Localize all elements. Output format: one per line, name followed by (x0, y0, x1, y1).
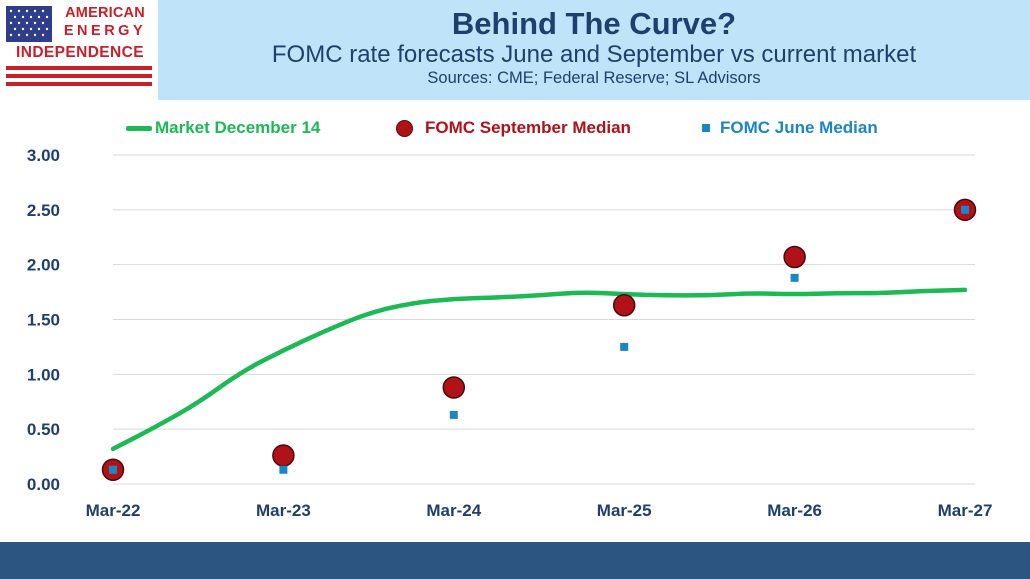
september-median-point (783, 245, 806, 269)
y-tick-label: 2.00 (27, 256, 60, 275)
footer-band (0, 542, 1030, 579)
legend-item-market: Market December 14 (126, 118, 320, 138)
grid-lines (113, 154, 975, 485)
y-tick-label: 1.00 (27, 365, 60, 384)
legend-label-june: FOMC June Median (720, 118, 878, 137)
legend-item-september: FOMC September Median (396, 118, 631, 138)
june-median-point (961, 205, 969, 214)
x-tick-label: Mar-23 (256, 501, 311, 520)
page-subtitle: FOMC rate forecasts June and September v… (271, 41, 917, 68)
legend-item-june: FOMC June Median (702, 118, 878, 138)
page-title: Behind The Curve? (451, 6, 737, 41)
logo-line-american: AMERICAN (65, 5, 145, 21)
legend-dot-swatch (396, 119, 413, 137)
logo-line-independence: INDEPENDENCE (16, 44, 144, 61)
logo: AMERICAN ENERGY INDEPENDENCE (0, 0, 158, 100)
header-banner: Behind The Curve? FOMC rate forecasts Ju… (158, 0, 1030, 100)
june-median-point (449, 410, 458, 419)
june-median-point (109, 465, 117, 474)
rate-chart: 0.000.501.001.502.002.503.00 Mar-22 Mar-2… (27, 146, 993, 520)
september-median-point (272, 444, 295, 467)
september-median-point (442, 376, 466, 399)
y-axis-ticks: 0.00 0.50 1.00 1.50 2.00 2.50 3.00 (27, 146, 60, 494)
x-tick-label: Mar-25 (597, 501, 652, 520)
x-tick-label: Mar-22 (86, 501, 141, 520)
legend-line-swatch (126, 125, 152, 131)
x-tick-label: Mar-27 (938, 501, 993, 520)
logo-text: AMERICAN ENERGY INDEPENDENCE (16, 4, 155, 61)
y-tick-label: 1.50 (27, 311, 60, 330)
y-tick-label: 0.50 (27, 420, 60, 439)
x-axis-ticks: Mar-22 Mar-23 Mar-24 Mar-25 Mar-26 Mar-27 (86, 501, 993, 520)
june-median-point (620, 342, 629, 351)
market-line (110, 287, 968, 452)
logo-line-energy: ENERGY (63, 23, 147, 39)
y-tick-label: 3.00 (27, 146, 60, 165)
series-june-squares (109, 205, 969, 474)
us-flag-icon (6, 6, 52, 42)
logo-stripes (6, 66, 152, 90)
x-tick-label: Mar-26 (767, 501, 822, 520)
legend-label-market: Market December 14 (155, 118, 321, 137)
june-median-point (790, 273, 799, 282)
june-median-point (279, 465, 288, 474)
legend-square-swatch (702, 124, 710, 132)
legend-label-september: FOMC September Median (425, 118, 631, 137)
sources-note: Sources: CME; Federal Reserve; SL Adviso… (427, 69, 761, 87)
chart-legend: Market December 14 FOMC September Median… (0, 116, 1030, 142)
series-market-line (110, 287, 968, 452)
y-tick-label: 0.00 (27, 475, 60, 494)
series-september-dots (101, 198, 977, 481)
y-tick-label: 2.50 (27, 201, 60, 220)
x-tick-label: Mar-24 (426, 501, 481, 520)
september-median-point (612, 293, 636, 317)
